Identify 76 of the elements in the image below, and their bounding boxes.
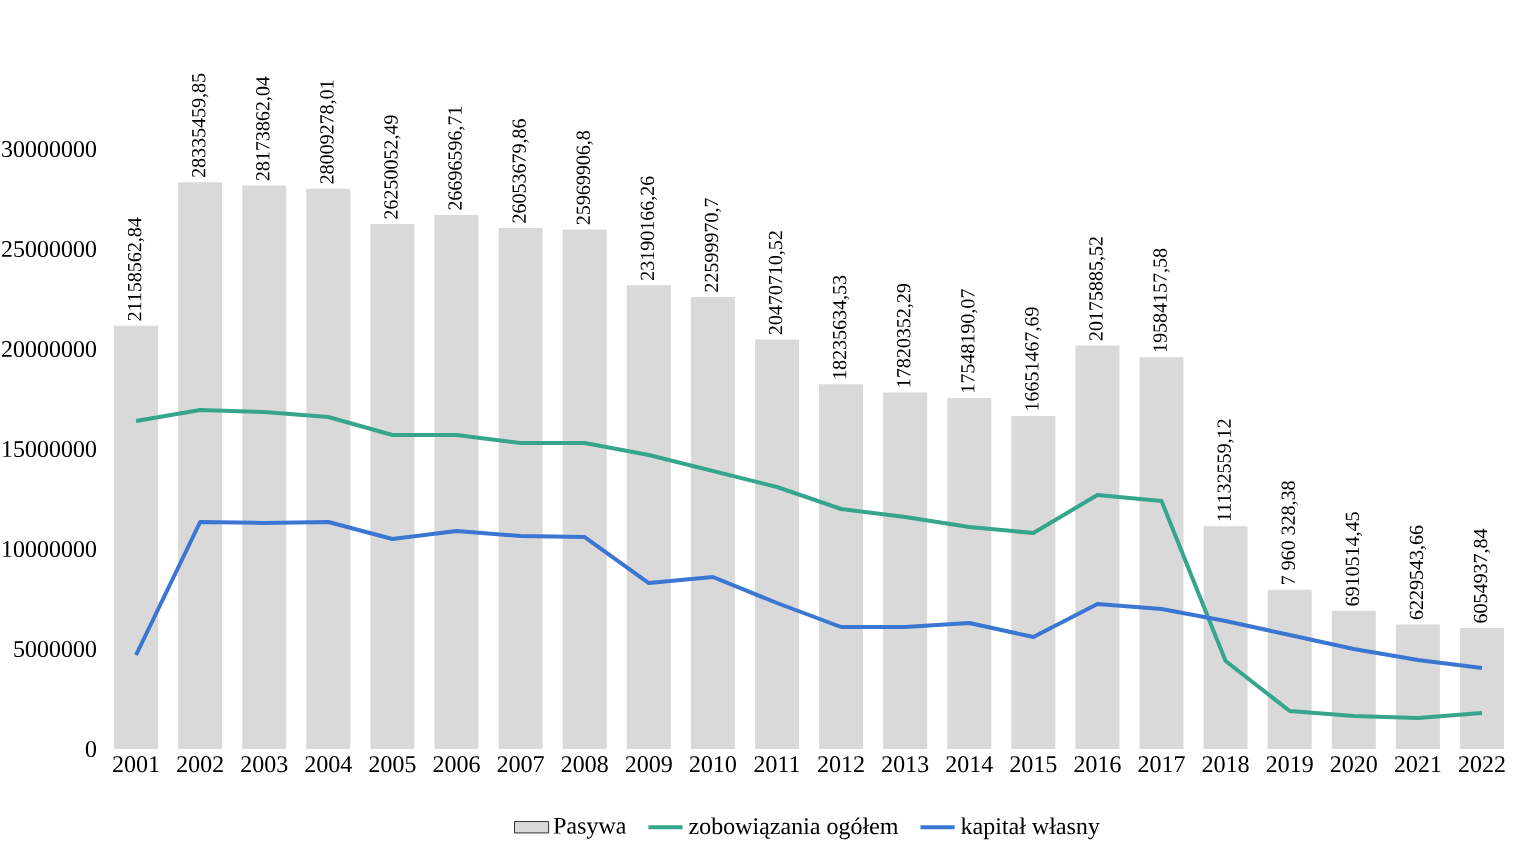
y-tick-label: 30000000 xyxy=(2,140,97,158)
bar xyxy=(1203,526,1248,749)
x-tick-label: 2019 xyxy=(1266,756,1313,773)
bar xyxy=(754,339,799,749)
x-tick-label: 2002 xyxy=(177,756,223,773)
x-tick-label: 2013 xyxy=(882,756,929,773)
data-label: 25969906,8 xyxy=(576,130,593,225)
data-label: 23190166,26 xyxy=(640,176,657,280)
data-label: 26053679,86 xyxy=(512,119,529,223)
data-label: 26696596,71 xyxy=(448,106,465,210)
y-tick-label: 25000000 xyxy=(2,240,97,258)
data-label: 21158562,84 xyxy=(127,217,145,321)
x-tick-label: 2021 xyxy=(1394,756,1441,773)
bar xyxy=(1267,589,1312,749)
x-tick-label: 2001 xyxy=(113,756,159,773)
bar xyxy=(242,185,287,749)
y-tick-label: 0 xyxy=(85,740,97,758)
legend-label: Pasywa xyxy=(553,817,627,839)
bar xyxy=(1075,345,1120,749)
x-tick-label: 2004 xyxy=(305,756,352,773)
bar xyxy=(690,297,735,749)
data-label: 18235634,53 xyxy=(832,275,850,379)
data-label: 28173862,04 xyxy=(256,76,273,181)
data-label: 6910514,45 xyxy=(1345,512,1362,606)
bar xyxy=(306,188,351,749)
y-tick-label: 20000000 xyxy=(2,340,97,358)
bar xyxy=(562,229,607,749)
bar xyxy=(114,325,159,749)
y-tick-label: 5000000 xyxy=(14,640,97,658)
data-label: 11132559,12 xyxy=(1217,419,1234,521)
x-tick-label: 2011 xyxy=(754,756,800,773)
bar xyxy=(1139,357,1184,749)
x-tick-label: 2008 xyxy=(561,756,608,773)
bar xyxy=(883,392,928,749)
data-label: 17548190,07 xyxy=(961,289,978,392)
x-tick-label: 2015 xyxy=(1010,756,1057,773)
data-label: 6054937,84 xyxy=(1473,528,1491,623)
data-label: 28335459,85 xyxy=(191,73,209,178)
x-tick-label: 2014 xyxy=(946,756,993,773)
bar xyxy=(370,224,415,749)
data-label: 22599970,7 xyxy=(704,198,722,292)
x-tick-label: 2022 xyxy=(1459,756,1505,773)
x-tick-label: 2018 xyxy=(1202,756,1249,773)
bar xyxy=(498,227,543,749)
x-tick-label: 2012 xyxy=(818,756,864,773)
data-label: 16651467,69 xyxy=(1025,307,1042,410)
x-tick-label: 2009 xyxy=(625,756,672,773)
x-tick-label: 2020 xyxy=(1330,756,1377,773)
data-label: 20175885,52 xyxy=(1089,237,1106,341)
bar xyxy=(947,398,992,749)
bar xyxy=(434,215,479,749)
data-label: 19584157,58 xyxy=(1153,248,1170,352)
x-tick-label: 2007 xyxy=(497,756,544,773)
bar xyxy=(819,384,864,749)
data-label: 7 960 328,38 xyxy=(1281,481,1298,585)
x-tick-label: 2016 xyxy=(1074,756,1121,773)
bar xyxy=(178,182,223,749)
data-label: 26250052,49 xyxy=(384,115,401,219)
data-label: 17820352,29 xyxy=(896,284,914,387)
y-tick-label: 15000000 xyxy=(3,440,97,458)
y-tick-label: 10000000 xyxy=(3,540,97,558)
x-tick-label: 2005 xyxy=(369,756,416,773)
bar xyxy=(1395,624,1440,749)
bar xyxy=(1331,610,1376,749)
x-tick-label: 2003 xyxy=(241,756,288,773)
legend-label: zobowiązania ogółem xyxy=(689,817,899,840)
bar xyxy=(1459,627,1504,749)
x-tick-label: 2006 xyxy=(433,756,480,773)
data-label: 6229543,66 xyxy=(1409,525,1427,620)
x-tick-label: 2010 xyxy=(689,756,736,773)
bar xyxy=(626,285,671,749)
legend-label: kapitał własny xyxy=(961,817,1100,840)
data-label: 28009278,01 xyxy=(320,80,337,184)
bar xyxy=(1011,415,1056,749)
x-tick-label: 2017 xyxy=(1138,756,1185,773)
data-label: 20470710,52 xyxy=(768,231,786,335)
